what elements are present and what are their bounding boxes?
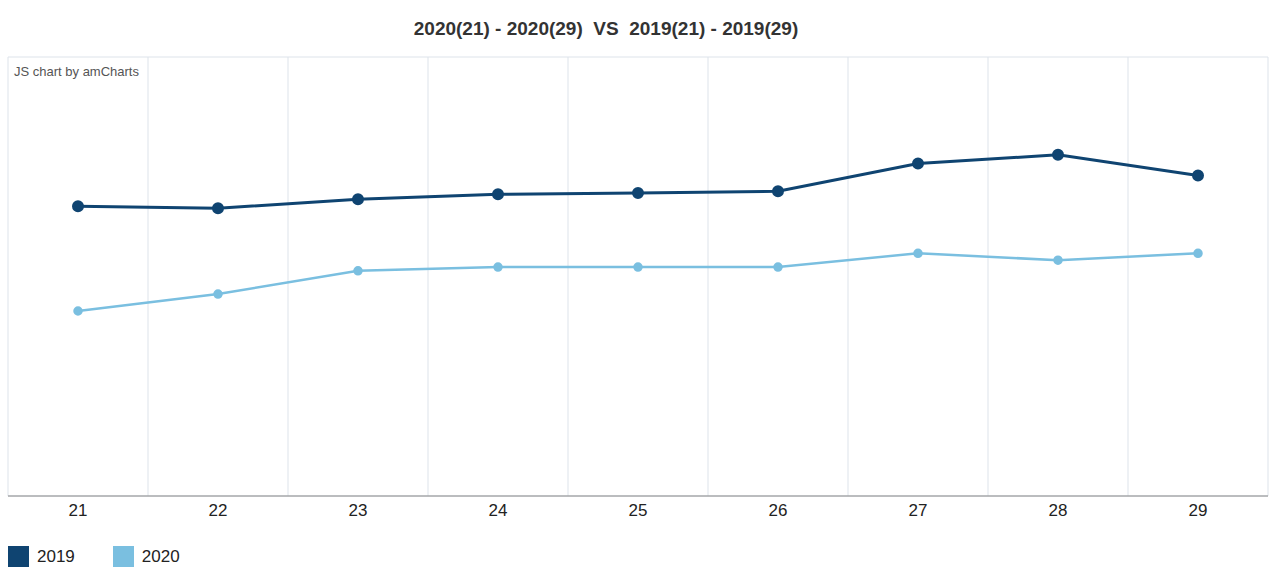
html-text:JS chart by amCharts: JS chart by amCharts — [14, 64, 139, 79]
html-text:2020(21) - 2020(29) VS 2019(21: 2020(21) - 2020(29) VS 2019(21) - 2019(2… — [413, 18, 799, 39]
svg-text:25: 25 — [629, 501, 648, 520]
svg-text:24: 24 — [489, 501, 508, 520]
svg-text:23: 23 — [349, 501, 368, 520]
svg-text:29: 29 — [1189, 501, 1208, 520]
svg-text:22: 22 — [209, 501, 228, 520]
svg-text:28: 28 — [1049, 501, 1068, 520]
svg-text:21: 21 — [69, 501, 88, 520]
html-text:2020: 2020 — [141, 546, 180, 566]
html-text:2019: 2019 — [37, 546, 75, 566]
svg-text:27: 27 — [909, 501, 928, 520]
svg-text:26: 26 — [769, 501, 788, 520]
